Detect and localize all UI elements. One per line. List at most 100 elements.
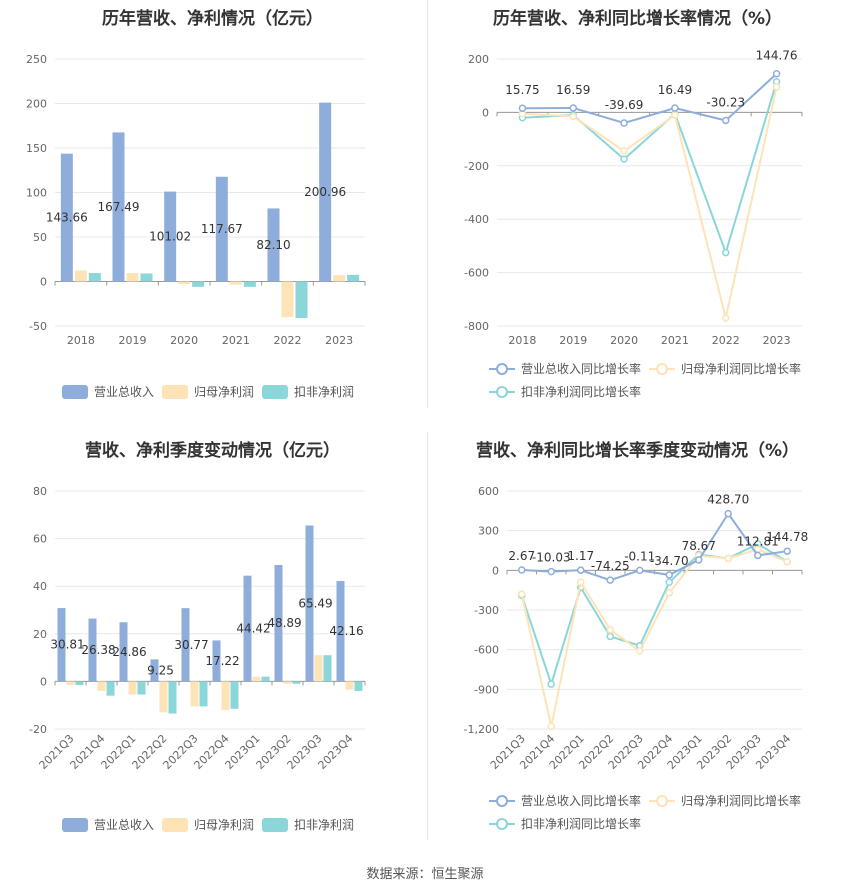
point [620,155,628,163]
chart-title: 营收、净利同比增长率季度变动情况（%） [475,441,800,461]
bar [283,681,292,684]
x-tick-label: 2020 [610,334,638,347]
bar [229,281,242,285]
legend-item-deducted[interactable]: 扣非净利润 [262,383,354,400]
point [606,632,614,641]
legend-item-revenue-growth[interactable]: 营业总收入同比增长率 [489,360,641,377]
bar [97,681,106,691]
data-label: 16.59 [556,83,590,97]
data-label: -74.25 [591,559,630,573]
x-tick-label: 2019 [119,334,147,347]
legend-swatch [162,817,188,832]
bar [336,581,345,682]
y-tick-label: 0 [482,106,489,119]
point [606,626,614,634]
point [665,589,673,597]
bar [74,270,87,282]
legend-label: 扣非净利润同比增长率 [521,817,642,831]
legend-swatch [489,794,515,808]
y-tick-label: 250 [26,53,47,66]
y-tick-label: 100 [26,187,47,200]
legend-item-net-profit-growth[interactable]: 归母净利润同比增长率 [649,360,801,377]
point [695,556,703,564]
series-line [520,542,788,688]
point [636,647,644,655]
y-tick-label: 200 [468,53,489,66]
legend-item-net-profit[interactable]: 归母净利润 [162,816,254,833]
bar [57,608,66,682]
legend-item-revenue[interactable]: 营业总收入 [62,816,154,833]
legend-swatch [262,817,288,832]
bar [112,132,125,282]
point [577,578,585,586]
y-tick-label: -20 [29,723,47,736]
y-tick-label: -300 [474,604,499,617]
y-tick-label: -200 [464,160,489,173]
bar [199,681,208,707]
legend-swatch [162,384,188,399]
data-label: -34.70 [650,554,689,568]
point [665,578,673,586]
data-label: 26.38 [81,643,115,657]
data-label: 200.96 [304,185,346,199]
legend-item-revenue[interactable]: 营业总收入 [62,383,154,400]
point [547,567,555,576]
x-tick-label: 2023Q4 [316,732,356,772]
data-label: -0.11 [624,549,655,563]
point [724,509,732,518]
y-tick-label: -400 [464,213,489,226]
point [754,551,762,560]
legend-label: 营业总收入同比增长率 [521,794,642,808]
series-line [520,548,788,727]
bar [88,273,101,282]
bar [159,681,168,713]
legend-label: 扣非净利润 [294,385,355,399]
bar [243,575,252,682]
legend-swatch [489,362,515,376]
point [606,576,614,584]
x-tick-label: 2021 [661,334,689,347]
bar [106,681,115,696]
legend-label: 营业总收入同比增长率 [521,362,642,376]
legend-item-deducted[interactable]: 扣非净利润 [262,816,354,833]
x-tick-label: 2018 [508,334,536,347]
data-label: 48.89 [267,616,301,630]
point [518,104,527,112]
point [722,116,730,125]
bar [178,281,191,285]
data-label: 30.77 [174,638,208,652]
y-tick-label: 40 [33,580,47,593]
bar [319,102,332,282]
bar [88,618,97,682]
data-label: 82.10 [256,238,290,252]
legend-item-deducted-growth[interactable]: 扣非净利润同比增长率 [489,383,641,400]
bar [126,273,139,282]
legend-item-revenue-growth[interactable]: 营业总收入同比增长率 [489,792,641,809]
bar [150,659,159,682]
bar [261,676,270,682]
bar [190,681,199,707]
y-tick-label: -600 [464,267,489,280]
x-tick-label: 2020 [170,334,198,347]
data-label: 2.67 [508,549,535,563]
data-label: 144.78 [766,530,808,544]
bar [243,281,256,287]
legend-item-deducted-growth[interactable]: 扣非净利润同比增长率 [489,815,641,832]
point [569,104,577,112]
point [518,566,526,574]
data-label: 112.81 [737,534,779,548]
quarterly-revenue-profit-chart: -200204060802021Q32021Q42022Q12022Q22022… [29,485,366,772]
x-tick-label: 2021 [222,334,250,347]
annual-revenue-profit-panel: 历年营收、净利情况（亿元） -50 0 50 100 150 200 250 2018 2019… [0,0,425,410]
data-label: 42.16 [329,624,363,638]
x-tick-label: 2023 [763,334,791,347]
legend-swatch [262,384,288,399]
annual-growth-chart: -800 -600 -400 -200 0 200 2018 2019 2020 2021 2022… [464,49,803,347]
bar [252,676,261,682]
legend-item-net-profit-growth[interactable]: 归母净利润同比增长率 [649,792,801,809]
annual-revenue-profit-chart: -50 0 50 100 150 200 250 2018 2019 2020 2021 2022 20… [26,53,366,347]
legend-swatch [62,384,88,399]
y-tick-label: -1,200 [464,723,499,736]
legend-item-net-profit[interactable]: 归母净利润 [162,383,254,400]
y-tick-label: -600 [474,644,499,657]
